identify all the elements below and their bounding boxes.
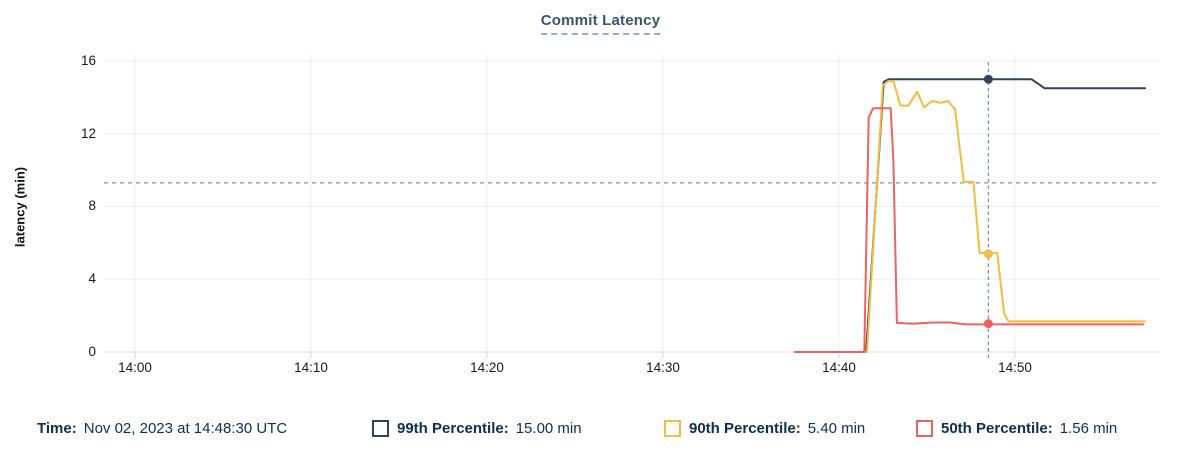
- p99-label: 99th Percentile:: [397, 420, 509, 437]
- y-tick-label: 4: [88, 271, 96, 286]
- x-tick-label: 14:50: [998, 360, 1032, 375]
- chart-title-row: Commit Latency: [0, 12, 1201, 35]
- x-tick-label: 14:40: [822, 360, 856, 375]
- p90-label: 90th Percentile:: [689, 420, 801, 437]
- legend-item-p90[interactable]: 90th Percentile: 5.40 min: [664, 420, 865, 437]
- x-tick-label: 14:30: [646, 360, 680, 375]
- y-tick-label: 0: [88, 344, 96, 359]
- y-tick-label: 12: [80, 126, 96, 141]
- p90-swatch-icon: [664, 420, 681, 437]
- time-label: Time:: [37, 420, 77, 437]
- p90-value: 5.40 min: [807, 420, 866, 437]
- p50-label: 50th Percentile:: [941, 420, 1053, 437]
- legend-item-p50[interactable]: 50th Percentile: 1.56 min: [916, 420, 1117, 437]
- legend-time: Time: Nov 02, 2023 at 14:48:30 UTC: [37, 420, 287, 437]
- chart-title[interactable]: Commit Latency: [540, 12, 661, 35]
- legend-item-p99[interactable]: 99th Percentile: 15.00 min: [372, 420, 582, 437]
- y-tick-label: 16: [80, 53, 96, 68]
- time-value: Nov 02, 2023 at 14:48:30 UTC: [83, 420, 288, 437]
- x-tick-label: 14:00: [118, 360, 152, 375]
- x-tick-label: 14:20: [470, 360, 504, 375]
- x-tick-label: 14:10: [294, 360, 328, 375]
- legend-bar: Time: Nov 02, 2023 at 14:48:30 UTC 99th …: [0, 420, 1201, 452]
- p50-value: 1.56 min: [1059, 420, 1118, 437]
- p99-value: 15.00 min: [515, 420, 582, 437]
- p99-swatch-icon: [372, 420, 389, 437]
- y-tick-label: 8: [88, 198, 96, 213]
- p50-swatch-icon: [916, 420, 933, 437]
